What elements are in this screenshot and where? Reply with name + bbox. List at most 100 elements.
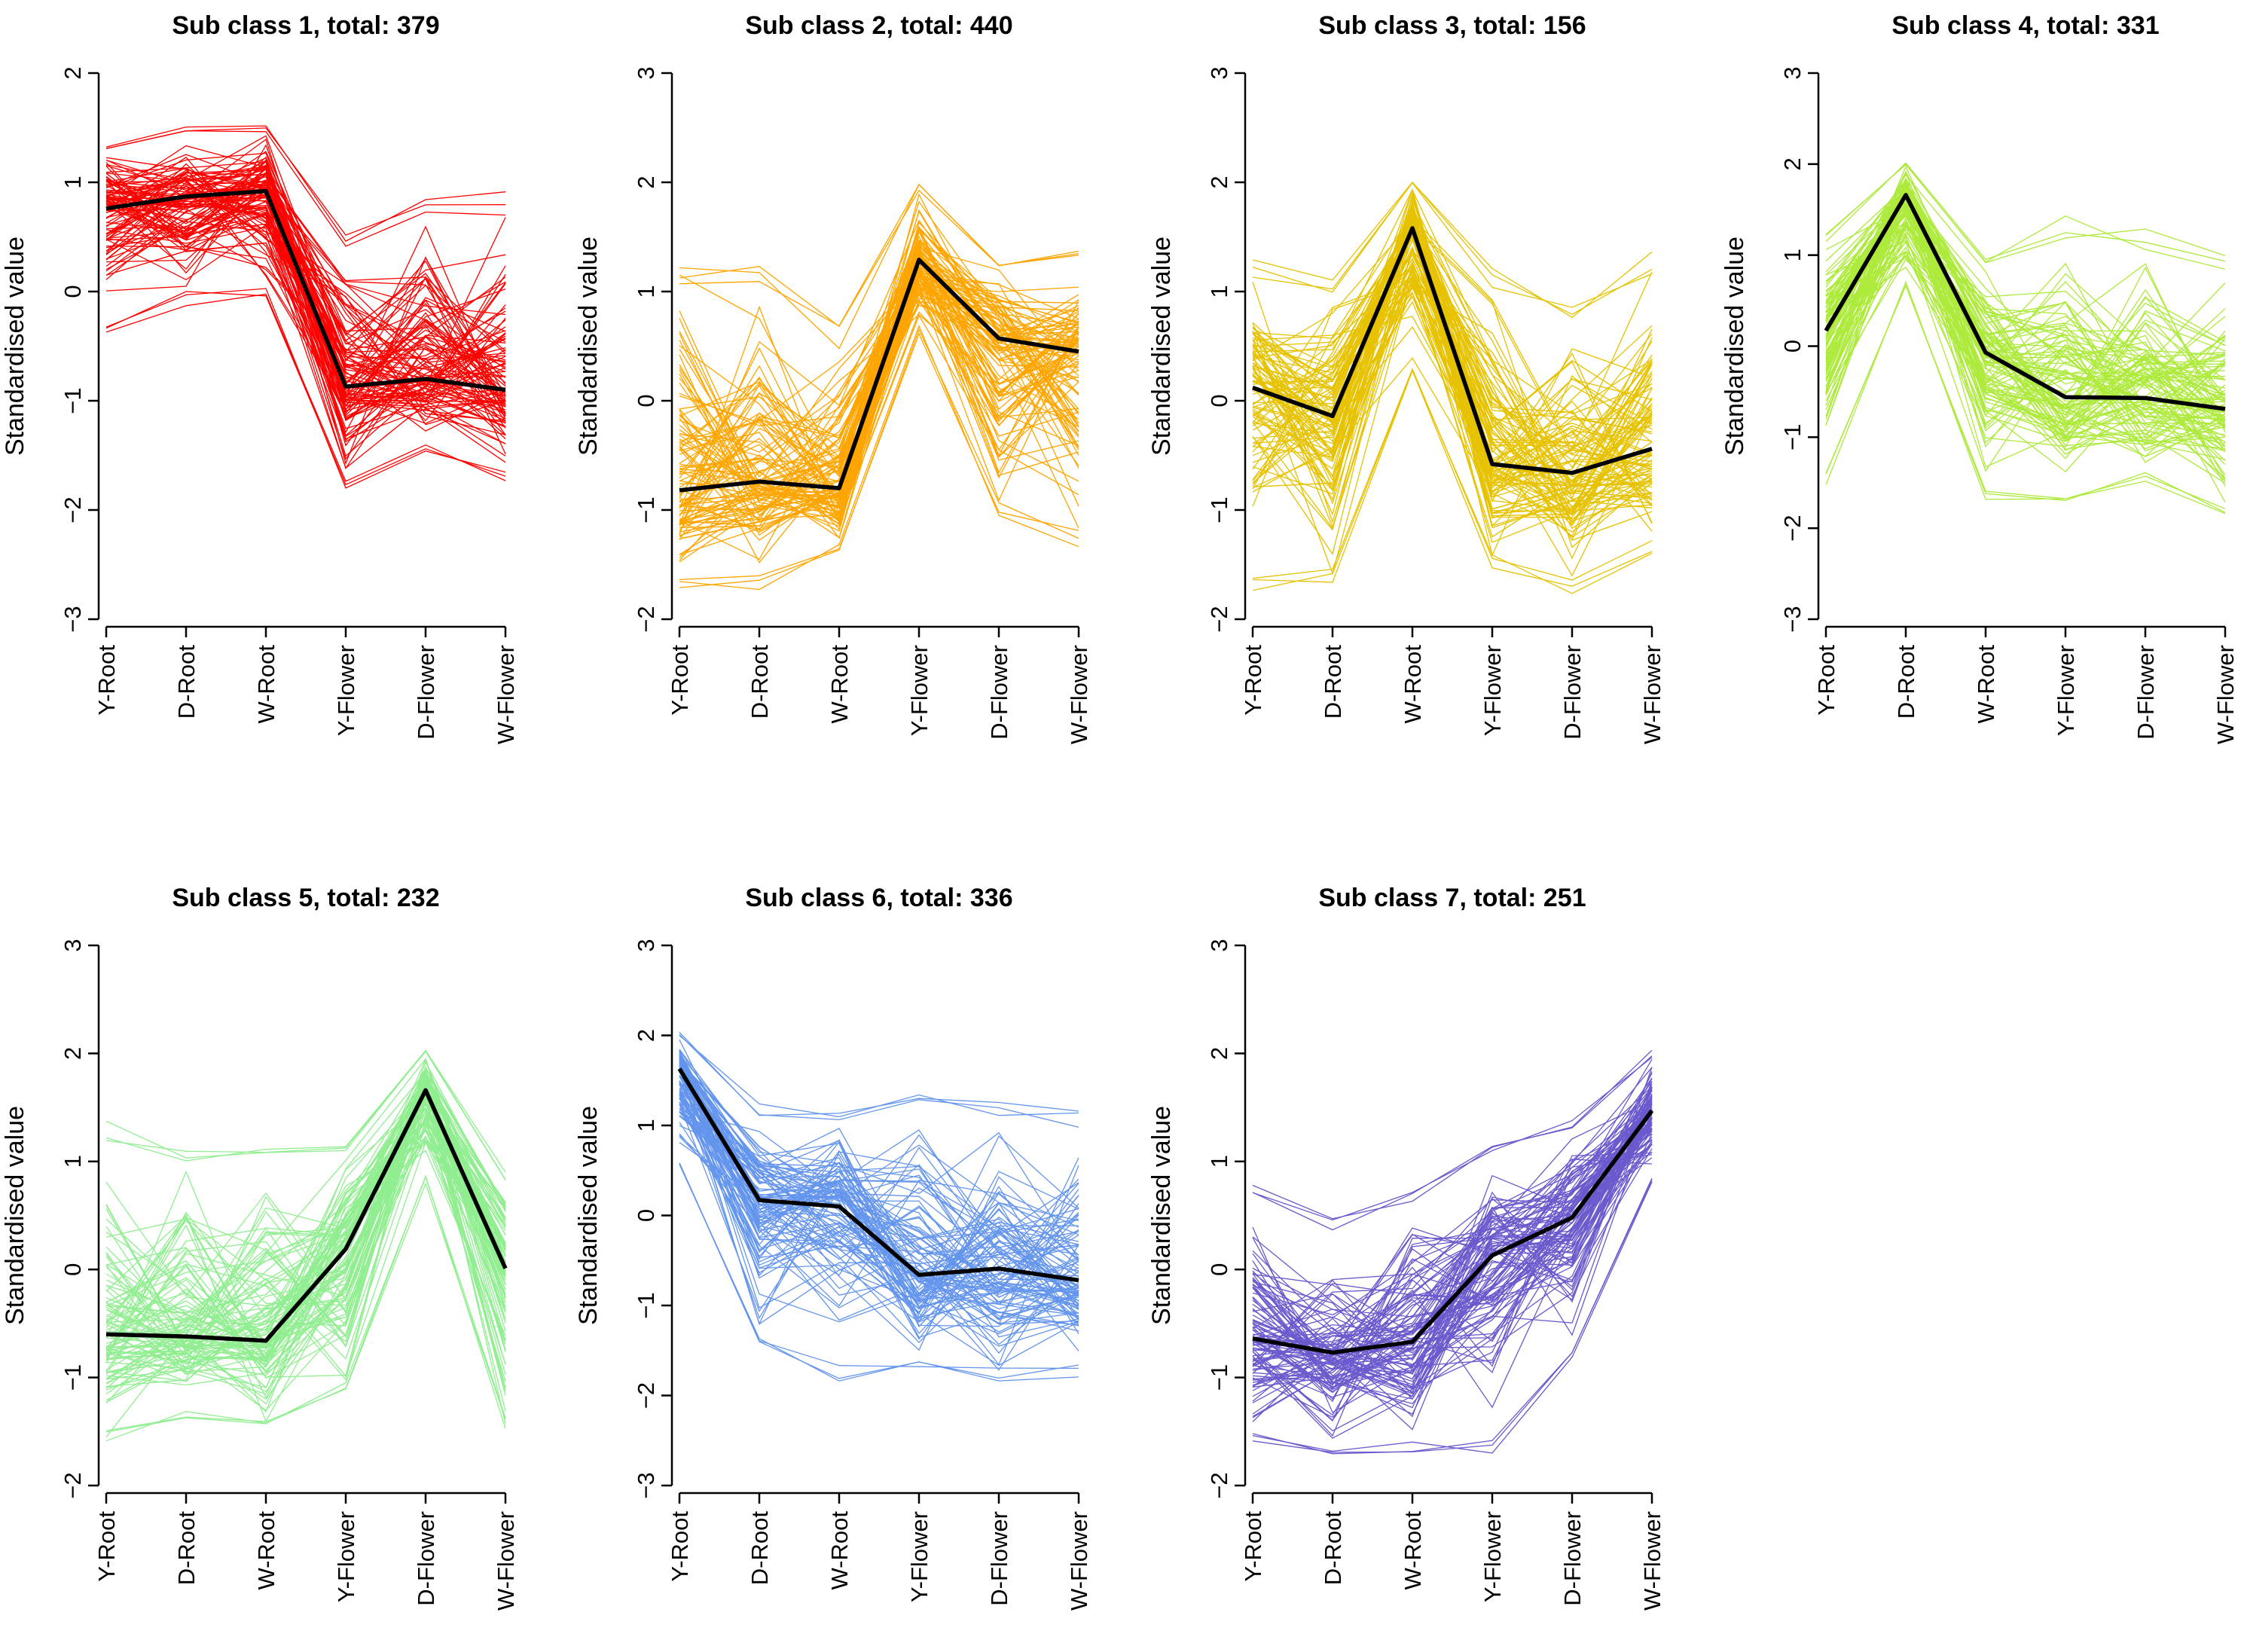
- subclass-1-xtick-label: W-Flower: [493, 645, 519, 744]
- subclass-7-xtick-label: Y-Flower: [1479, 1511, 1506, 1602]
- gene-trace: [1252, 1108, 1653, 1393]
- gene-trace: [105, 1134, 506, 1375]
- gene-trace: [1252, 1071, 1653, 1364]
- gene-trace: [105, 245, 506, 417]
- gene-trace: [1252, 368, 1653, 591]
- gene-trace: [1252, 181, 1653, 316]
- gene-trace: [105, 1065, 506, 1386]
- subclass-7-xtick-label: W-Flower: [1639, 1511, 1665, 1611]
- gene-trace: [1252, 188, 1653, 502]
- gene-trace: [1252, 223, 1653, 529]
- gene-trace: [1825, 208, 2226, 472]
- subclass-3-ytick-label: −1: [1206, 496, 1232, 523]
- subclass-6-ytick-label: 1: [633, 1119, 659, 1131]
- gene-trace: [1252, 1083, 1653, 1387]
- gene-trace: [1825, 284, 2226, 515]
- gene-trace: [1252, 1116, 1653, 1398]
- gene-trace: [1252, 220, 1653, 501]
- gene-trace: [105, 181, 506, 420]
- gene-trace: [1252, 1055, 1653, 1231]
- subclass-1-xtick-label: W-Root: [253, 645, 279, 724]
- gene-trace: [1252, 216, 1653, 490]
- subclass-1-ytick-label: −1: [60, 387, 86, 414]
- subclass-3-xtick-label: W-Flower: [1639, 645, 1665, 744]
- gene-trace: [1825, 187, 2226, 468]
- subclass-1-ytick-label: −2: [60, 496, 86, 523]
- subclass-2-title: Sub class 2, total: 440: [745, 11, 1012, 40]
- gene-trace: [679, 1052, 1079, 1289]
- gene-trace: [105, 197, 506, 441]
- gene-trace: [679, 1061, 1079, 1302]
- gene-trace: [1252, 260, 1653, 537]
- gene-trace: [1252, 1118, 1653, 1394]
- gene-trace: [679, 235, 1079, 537]
- gene-trace: [679, 325, 1079, 591]
- gene-trace: [679, 1061, 1079, 1297]
- subclass-7-ytick-label: −1: [1206, 1364, 1232, 1391]
- gene-trace: [105, 226, 506, 373]
- subclass-5-xtick-label: Y-Root: [93, 1511, 120, 1582]
- gene-trace: [1252, 1088, 1653, 1415]
- gene-trace: [105, 166, 506, 396]
- gene-trace: [1825, 203, 2226, 426]
- gene-trace: [105, 1150, 506, 1363]
- subclass-5-xtick-label: D-Flower: [413, 1511, 439, 1606]
- gene-trace: [1252, 369, 1653, 594]
- gene-trace: [105, 288, 506, 489]
- gene-trace: [105, 172, 506, 438]
- subclass-6-xtick-label: D-Flower: [986, 1511, 1012, 1606]
- subclass-3-xtick-label: Y-Flower: [1479, 645, 1506, 736]
- gene-trace: [105, 1141, 506, 1367]
- gene-trace: [1252, 212, 1653, 500]
- gene-trace: [105, 1049, 506, 1180]
- gene-trace: [105, 1126, 506, 1360]
- subclass-5-title: Sub class 5, total: 232: [172, 884, 439, 912]
- subclass-2-ytick-label: 1: [633, 285, 659, 298]
- gene-trace: [679, 261, 1079, 522]
- subclass-3-ytick-label: 1: [1206, 285, 1232, 298]
- gene-trace: [1252, 223, 1653, 548]
- subclass-5-ytick-label: 0: [60, 1263, 86, 1276]
- subclass-4-xtick-label: W-Flower: [2212, 645, 2239, 744]
- subclass-6-ylabel: Standardised value: [574, 1106, 603, 1325]
- subclass-3-panel: Sub class 3, total: 156 Standardised valu…: [1147, 11, 1665, 744]
- gene-trace: [105, 166, 506, 427]
- subclass-2-xtick-label: D-Root: [746, 645, 773, 719]
- subclass-6-panel: Sub class 6, total: 336 Standardised valu…: [574, 884, 1092, 1611]
- gene-trace: [679, 1035, 1079, 1118]
- subclass-5-panel: Sub class 5, total: 232 Standardised valu…: [1, 884, 519, 1611]
- subclass-2-ytick-label: 3: [633, 66, 659, 79]
- gene-trace: [679, 226, 1079, 483]
- gene-trace: [1825, 189, 2226, 426]
- gene-trace: [679, 1061, 1079, 1222]
- gene-trace: [679, 284, 1079, 527]
- gene-trace: [1825, 250, 2226, 426]
- gene-trace: [679, 265, 1079, 516]
- gene-trace: [1252, 1103, 1653, 1416]
- subclass-7-xtick-label: D-Root: [1320, 1511, 1346, 1586]
- gene-trace: [1252, 1116, 1653, 1361]
- gene-trace: [1825, 250, 2226, 399]
- subclass-2-xtick-label: Y-Flower: [906, 645, 933, 736]
- gene-trace: [679, 1081, 1079, 1328]
- gene-trace: [679, 1059, 1079, 1332]
- subclass-5-xtick-label: D-Root: [173, 1511, 200, 1586]
- subclass-6-ytick-label: 0: [633, 1209, 659, 1222]
- subclass-1-xtick-label: D-Flower: [413, 645, 439, 740]
- gene-trace: [1252, 1125, 1653, 1388]
- subclass-2-ytick-label: −2: [633, 606, 659, 632]
- gene-trace: [1252, 277, 1653, 529]
- gene-trace: [679, 311, 1079, 523]
- gene-trace: [1252, 206, 1653, 510]
- subclass-1-ylabel: Standardised value: [1, 237, 29, 456]
- gene-trace: [679, 1031, 1079, 1116]
- gene-trace: [105, 159, 506, 439]
- subclass-4-xtick-label: D-Root: [1893, 645, 1919, 719]
- gene-trace: [679, 1063, 1079, 1345]
- gene-trace: [105, 1049, 506, 1173]
- subclass-7-xtick-label: W-Root: [1400, 1511, 1426, 1590]
- subclass-2-ytick-label: 0: [633, 394, 659, 407]
- gene-trace: [105, 1122, 506, 1403]
- gene-trace: [1825, 189, 2226, 427]
- gene-trace: [1252, 1057, 1653, 1221]
